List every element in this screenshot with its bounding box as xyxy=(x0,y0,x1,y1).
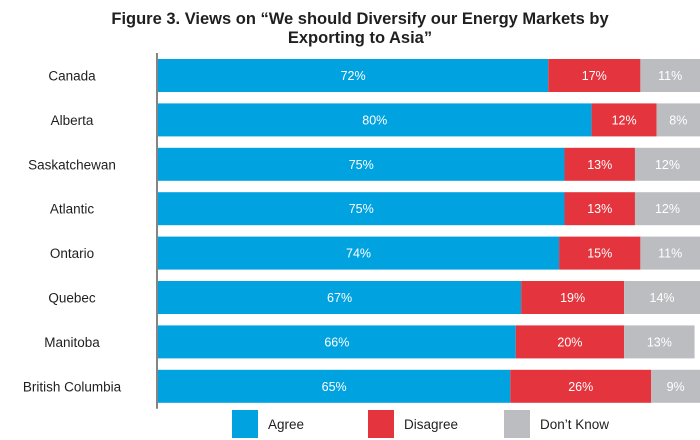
bar-value-label: 13% xyxy=(587,202,612,216)
bar-value-label: 75% xyxy=(349,158,374,172)
category-label: British Columbia xyxy=(23,379,122,394)
bar-segment xyxy=(158,192,565,226)
chart-title-line: Exporting to Asia” xyxy=(288,29,432,47)
bar-segment xyxy=(158,147,565,181)
chart-title-line: Figure 3. Views on “We should Diversify … xyxy=(111,10,609,28)
bar-value-label: 11% xyxy=(658,69,682,83)
bar-segment xyxy=(640,236,700,270)
category-label: Alberta xyxy=(51,113,94,128)
bar-value-label: 74% xyxy=(346,247,371,261)
bar-segment xyxy=(656,103,700,137)
bar-value-label: 15% xyxy=(587,247,612,261)
bar-segment xyxy=(559,236,641,270)
bar-segment xyxy=(158,236,560,270)
bar-segment xyxy=(564,147,635,181)
bar-value-label: 11% xyxy=(658,247,682,261)
bar-value-label: 12% xyxy=(655,158,680,172)
bar-segment xyxy=(158,325,516,359)
bar-value-label: 12% xyxy=(612,113,637,127)
category-label: Atlantic xyxy=(50,202,95,217)
bar-value-label: 26% xyxy=(568,380,593,394)
bar-segment xyxy=(548,59,641,92)
category-label: Ontario xyxy=(50,246,94,261)
bar-value-label: 67% xyxy=(327,291,352,305)
bar-value-label: 80% xyxy=(362,113,387,127)
bar-segment xyxy=(158,281,522,314)
bar-value-label: 20% xyxy=(557,335,582,349)
bar-segment xyxy=(634,147,700,181)
legend-swatch xyxy=(368,410,394,438)
bar-segment xyxy=(564,192,635,226)
chart-title: Figure 3. Views on “We should Diversify … xyxy=(111,10,609,47)
bar-value-label: 75% xyxy=(349,202,374,216)
category-label: Manitoba xyxy=(44,335,100,350)
category-labels: Canada Alberta Saskatchewan Atlantic Ontario… xyxy=(23,69,122,395)
bar-segment xyxy=(158,103,592,137)
bar-value-label: 9% xyxy=(667,380,685,394)
legend-label: Disagree xyxy=(404,417,458,432)
bar-value-label: 13% xyxy=(647,335,672,349)
bar-value-label: 66% xyxy=(324,335,349,349)
legend-label: Agree xyxy=(268,417,304,432)
bar-value-label: 65% xyxy=(322,380,347,394)
bar-segment xyxy=(640,59,700,92)
bars: 72% 17% 11% 80% 12% 8% 75% 13% 12% 75% 13% 12% 74% 15… xyxy=(158,59,700,403)
bar-segment xyxy=(624,325,695,359)
bar-segment xyxy=(521,281,625,314)
bar-segment xyxy=(634,192,700,226)
bar-segment xyxy=(624,281,700,314)
category-label: Saskatchewan xyxy=(28,157,116,172)
legend: Agree Disagree Don’t Know xyxy=(232,410,609,438)
bar-value-label: 14% xyxy=(650,291,675,305)
bar-segment xyxy=(591,103,657,137)
bar-segment xyxy=(510,369,652,403)
legend-swatch xyxy=(504,410,530,438)
bar-segment xyxy=(158,59,549,92)
legend-swatch xyxy=(232,410,258,438)
bar-segment xyxy=(158,369,511,403)
bar-value-label: 8% xyxy=(669,113,687,127)
legend-label: Don’t Know xyxy=(540,417,609,432)
bar-segment xyxy=(515,325,625,359)
bar-value-label: 19% xyxy=(560,291,585,305)
category-label: Quebec xyxy=(48,291,96,306)
bar-value-label: 12% xyxy=(655,202,680,216)
category-label: Canada xyxy=(48,69,96,84)
bar-value-label: 72% xyxy=(341,69,366,83)
bar-value-label: 13% xyxy=(587,158,612,172)
bar-segment xyxy=(651,369,700,403)
bar-value-label: 17% xyxy=(582,69,607,83)
